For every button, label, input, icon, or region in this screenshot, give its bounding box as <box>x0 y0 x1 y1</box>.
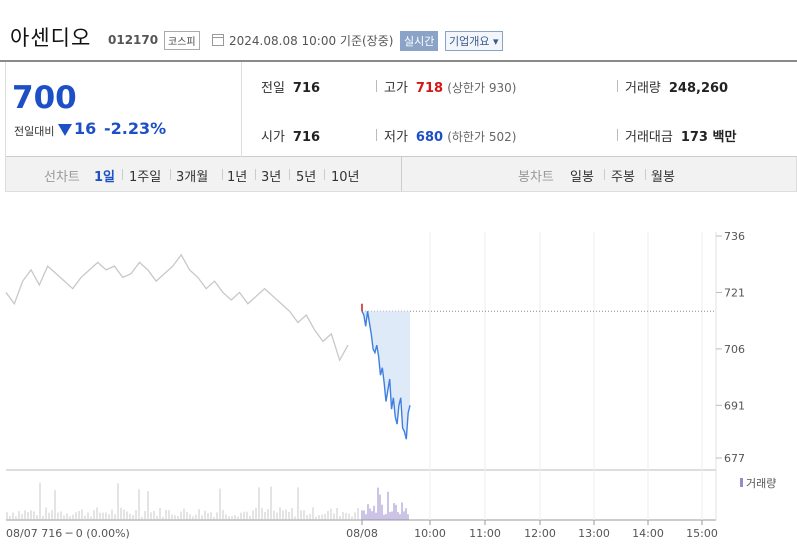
y-tick-label: 736 <box>724 230 745 243</box>
x-tick-label: 15:00 <box>686 527 718 540</box>
diff-value: 16 <box>74 119 97 138</box>
divider <box>289 169 290 180</box>
prev-close-value: 716 <box>292 81 321 96</box>
x-tick-label: 08/08 <box>346 527 378 540</box>
chart-series <box>5 253 716 440</box>
lower-limit: (하한가 502) <box>447 130 517 144</box>
period-tabs: 선차트 1일 1주일 3개월 1년 3년 5년 10년 봉차트 일봉 주봉 월봉 <box>5 157 797 192</box>
volume-value: 248,260 <box>668 81 729 96</box>
x-axis-ticks: 08/08 10:00 11:00 12:00 13:00 14:00 15:00 <box>346 520 718 540</box>
market-badge: 코스피 <box>164 31 200 50</box>
divider <box>255 169 256 180</box>
today-line <box>361 310 411 440</box>
down-arrow-icon <box>58 124 72 136</box>
diff-label: 전일대비 <box>14 125 55 138</box>
diff-percent: -2.23% <box>104 119 167 138</box>
price-box: 700 전일대비 16 -2.23% <box>5 62 242 157</box>
open-stat: 시가 716 <box>261 126 320 145</box>
y-tick-label: 677 <box>724 452 745 465</box>
x-tick-label: 12:00 <box>524 527 556 540</box>
divider <box>376 129 377 141</box>
amount-value: 173 백만 <box>680 130 737 145</box>
x-tick-label: 13:00 <box>578 527 610 540</box>
tab-3m[interactable]: 3개월 <box>176 170 209 185</box>
y-axis-ticks: 736 721 706 691 677 <box>716 230 745 465</box>
x-tick-label: 14:00 <box>632 527 664 540</box>
volume-legend-swatch <box>740 478 743 487</box>
stock-code: 012170 <box>108 33 159 47</box>
tab-1y[interactable]: 1년 <box>227 170 248 185</box>
tab-3y[interactable]: 3년 <box>261 170 282 185</box>
upper-limit: (상한가 930) <box>447 81 517 95</box>
divider <box>645 169 646 180</box>
prev-close-stat: 전일 716 <box>261 77 320 96</box>
stock-name: 아센디오 <box>10 26 92 50</box>
tab-monthly-candle[interactable]: 월봉 <box>651 170 675 185</box>
candle-chart-label: 봉차트 <box>518 170 554 185</box>
divider <box>376 80 377 92</box>
line-chart-label: 선차트 <box>44 170 80 185</box>
x-tick-label: 11:00 <box>469 527 501 540</box>
divider <box>222 169 223 180</box>
tab-10y[interactable]: 10년 <box>331 170 360 185</box>
divider <box>122 169 123 180</box>
timestamp: 2024.08.08 10:00 기준(장중) <box>229 34 394 48</box>
chevron-down-icon: ▾ <box>492 35 499 48</box>
volume-bars <box>6 482 409 520</box>
divider <box>604 169 605 180</box>
volume-label: 거래량 <box>625 81 661 96</box>
today-area <box>362 311 410 440</box>
company-overview-label: 기업개요 <box>449 35 490 48</box>
high-label: 고가 <box>384 81 408 96</box>
y-tick-label: 721 <box>724 286 745 299</box>
company-overview-button[interactable]: 기업개요 ▾ <box>445 31 503 51</box>
calendar-icon <box>212 34 224 46</box>
high-value: 718 <box>415 81 444 96</box>
price-summary: 700 전일대비 16 -2.23% 전일 716 시가 716 고가 718 (상한… <box>5 62 797 157</box>
high-stat: 고가 718 (상한가 930) <box>384 77 516 96</box>
tab-5y[interactable]: 5년 <box>296 170 317 185</box>
amount-stat: 거래대금 173 백만 <box>625 126 736 145</box>
low-stat: 저가 680 (하한가 502) <box>384 126 516 145</box>
tab-1d[interactable]: 1일 <box>94 170 116 185</box>
chart-grid <box>429 232 703 520</box>
divider <box>324 169 325 180</box>
stock-header: 아센디오 012170 코스피 2024.08.08 10:00 기준(장중) … <box>0 0 797 62</box>
tab-1w[interactable]: 1주일 <box>129 170 162 185</box>
y-tick-label: 691 <box>724 399 745 412</box>
current-price: 700 <box>12 80 77 116</box>
divider <box>617 129 618 141</box>
prev-day-line <box>5 253 349 362</box>
divider <box>170 169 171 180</box>
price-chart[interactable]: 736 721 706 691 677 08/08 10:00 11:00 12:00 13:0… <box>0 192 797 557</box>
prev-day-footer: 08/07 716 ─ 0 (0.00%) <box>6 527 130 540</box>
divider <box>617 80 618 92</box>
realtime-button[interactable]: 실시간 <box>400 31 439 51</box>
open-value: 716 <box>292 130 321 145</box>
prev-close-label: 전일 <box>261 81 285 96</box>
y-tick-label: 706 <box>724 343 745 356</box>
divider <box>401 157 402 191</box>
tab-daily-candle[interactable]: 일봉 <box>570 170 594 185</box>
low-value: 680 <box>415 130 444 145</box>
amount-label: 거래대금 <box>625 130 673 145</box>
x-tick-label: 10:00 <box>414 527 446 540</box>
volume-legend: 거래량 <box>746 477 776 490</box>
tab-weekly-candle[interactable]: 주봉 <box>611 170 635 185</box>
volume-stat: 거래량 248,260 <box>625 77 728 96</box>
open-label: 시가 <box>261 130 285 145</box>
low-label: 저가 <box>384 130 408 145</box>
